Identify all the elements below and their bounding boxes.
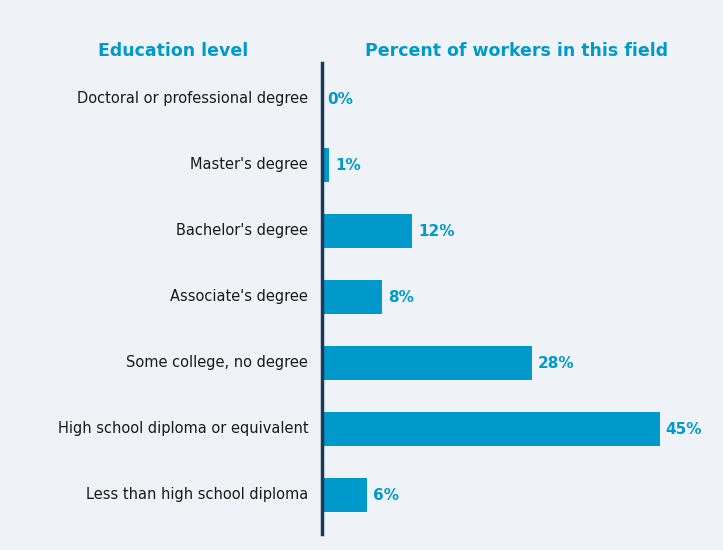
Bar (322, 412, 659, 446)
Text: Education level: Education level (98, 42, 248, 60)
Text: High school diploma or equivalent: High school diploma or equivalent (58, 421, 308, 437)
Text: Doctoral or professional degree: Doctoral or professional degree (77, 91, 308, 107)
Text: 6%: 6% (373, 487, 399, 503)
Bar (322, 214, 412, 248)
Text: 45%: 45% (666, 421, 702, 437)
Bar (322, 478, 367, 512)
Text: 0%: 0% (328, 91, 354, 107)
Text: 12%: 12% (418, 223, 454, 239)
Bar (322, 346, 532, 380)
Text: 1%: 1% (335, 157, 361, 173)
Text: Associate's degree: Associate's degree (171, 289, 308, 305)
Text: Percent of workers in this field: Percent of workers in this field (365, 42, 669, 60)
Bar (322, 280, 382, 314)
Text: 8%: 8% (388, 289, 414, 305)
Text: Master's degree: Master's degree (190, 157, 308, 173)
Text: 28%: 28% (538, 355, 575, 371)
Text: Less than high school diploma: Less than high school diploma (86, 487, 308, 503)
Bar (322, 148, 329, 182)
Text: Some college, no degree: Some college, no degree (127, 355, 308, 371)
Text: Bachelor's degree: Bachelor's degree (176, 223, 308, 239)
